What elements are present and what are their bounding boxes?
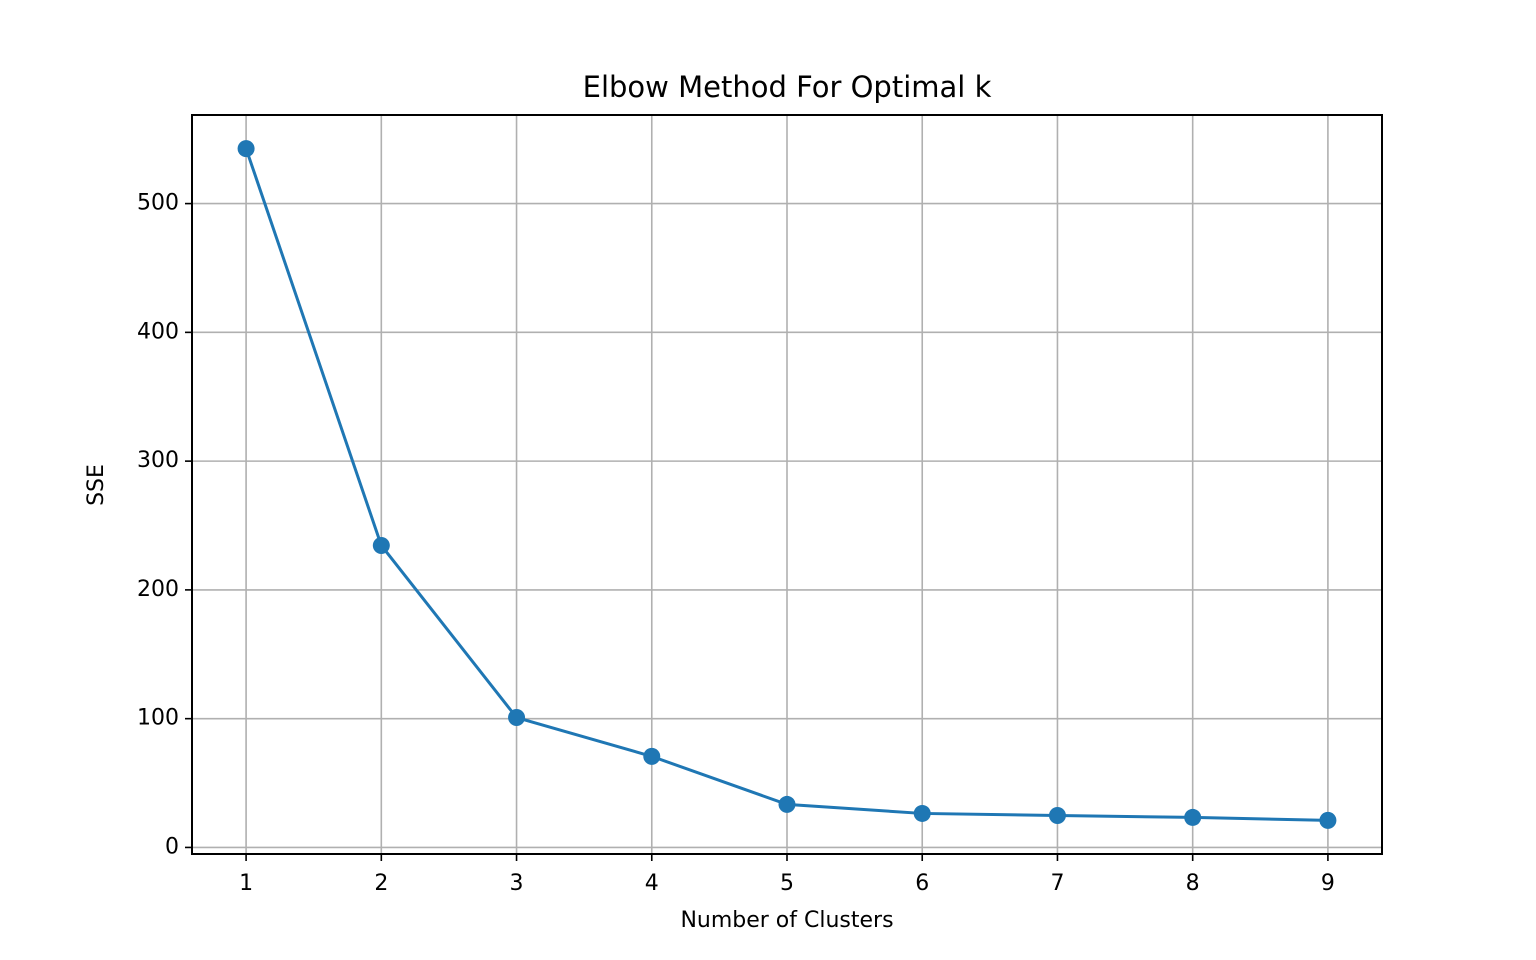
plot-frame xyxy=(191,114,1383,855)
data-point xyxy=(237,140,255,158)
data-point xyxy=(1184,808,1202,826)
x-tick-label: 4 xyxy=(645,871,659,896)
y-tick-label: 100 xyxy=(137,706,179,731)
y-tick-label: 500 xyxy=(137,191,179,216)
x-tick-label: 2 xyxy=(374,871,388,896)
data-point xyxy=(372,536,390,554)
x-tick-label: 6 xyxy=(915,871,929,896)
y-axis-label: SSE xyxy=(84,464,109,506)
data-point xyxy=(643,747,661,765)
x-tick-label: 1 xyxy=(239,871,253,896)
x-axis-label: Number of Clusters xyxy=(680,908,893,933)
y-tick-label: 300 xyxy=(137,448,179,473)
y-tick-label: 200 xyxy=(137,577,179,602)
data-point xyxy=(778,795,796,813)
y-tick-label: 0 xyxy=(165,834,179,859)
x-tick-label: 5 xyxy=(780,871,794,896)
x-tick-label: 3 xyxy=(510,871,524,896)
x-tick-label: 8 xyxy=(1186,871,1200,896)
data-point xyxy=(1319,811,1337,829)
x-tick-label: 9 xyxy=(1321,871,1335,896)
data-point xyxy=(1048,806,1066,824)
data-point xyxy=(913,804,931,822)
y-tick-label: 400 xyxy=(137,319,179,344)
data-point xyxy=(508,709,526,727)
chart-title: Elbow Method For Optimal k xyxy=(583,70,992,104)
x-tick-label: 7 xyxy=(1050,871,1064,896)
